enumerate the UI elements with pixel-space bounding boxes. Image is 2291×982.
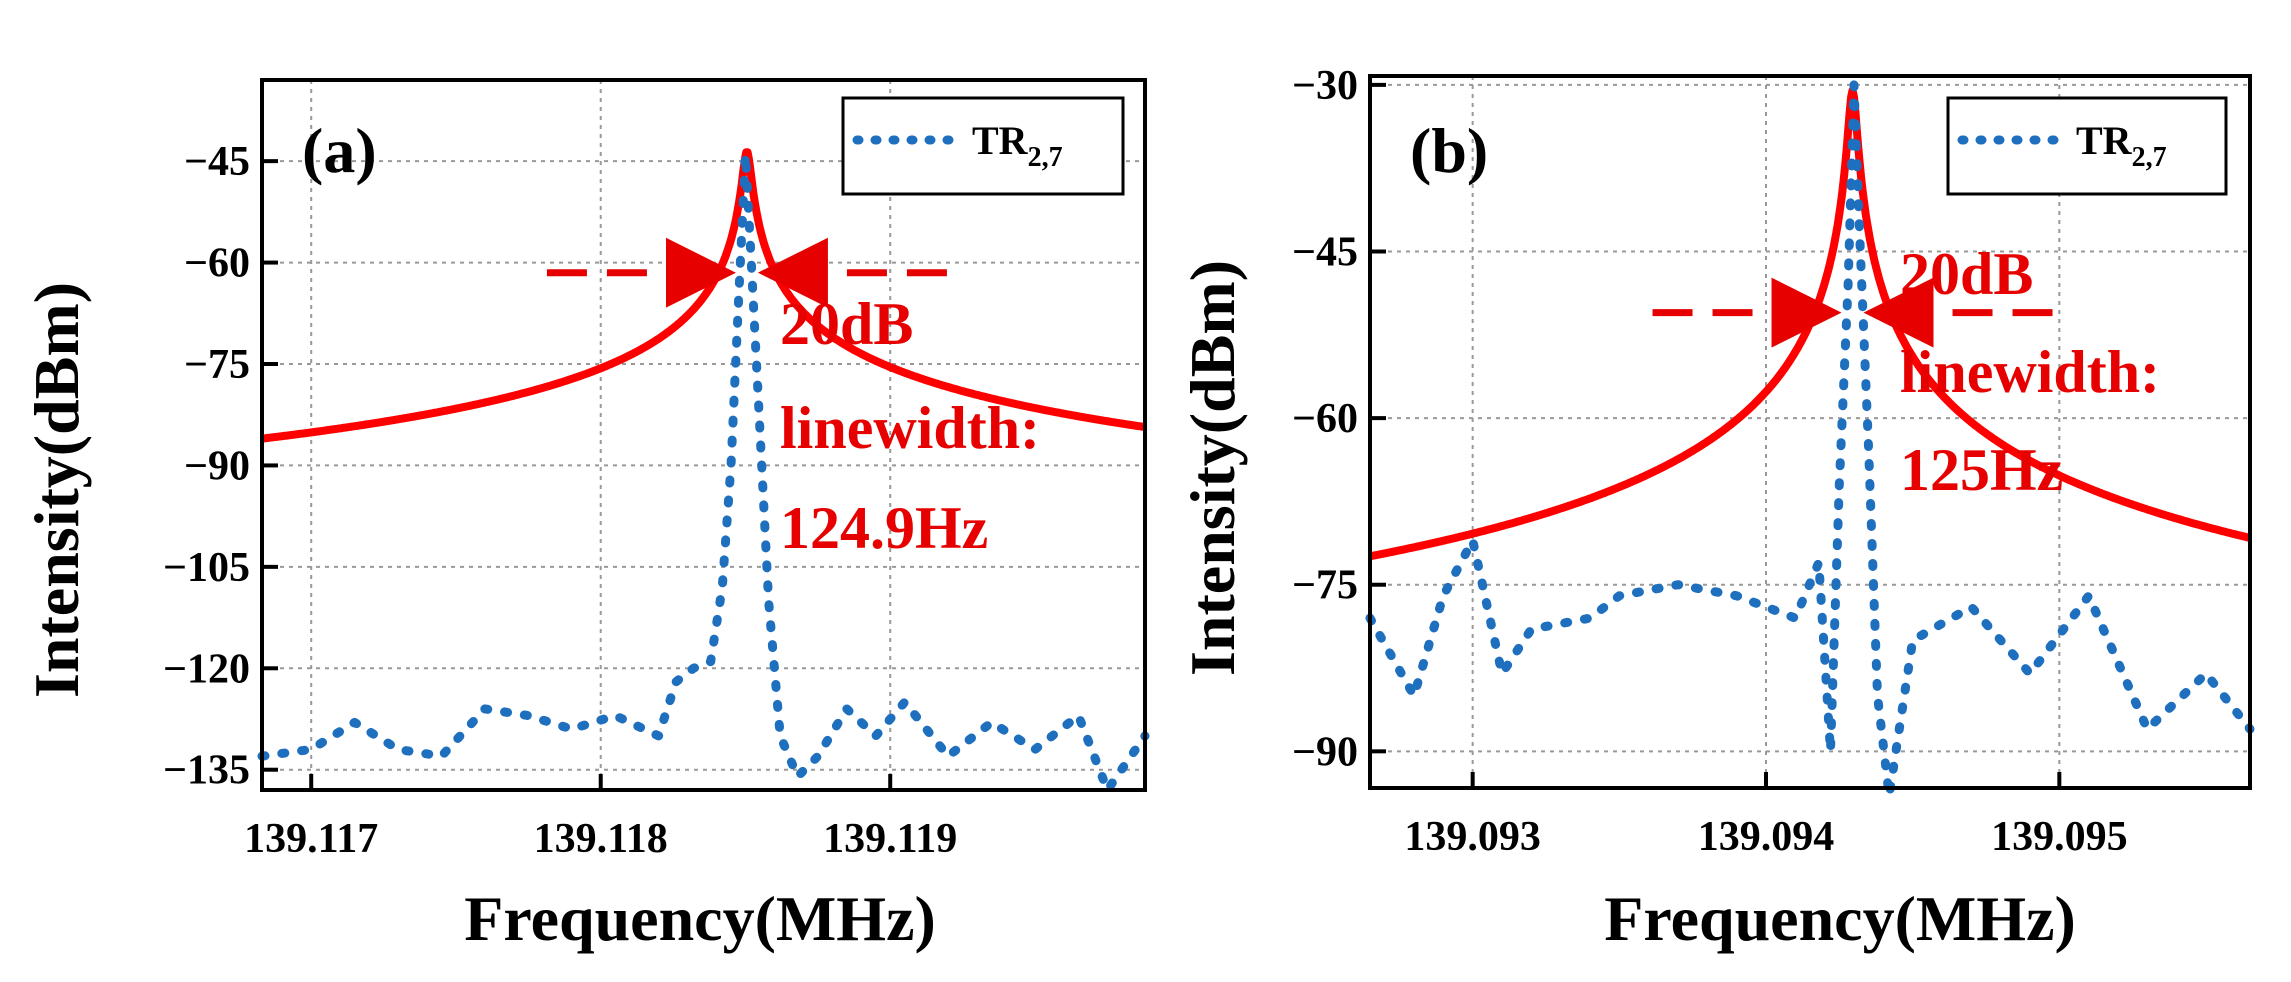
panel-a-x-tick-label: 139.117: [244, 816, 378, 862]
panel-b-tick-labels: 139.093 139.094 139.095 −30 −45 −60 −75 −90: [1292, 63, 2128, 860]
panel-b-ticks: [1370, 82, 2062, 788]
panel-b-legend: TR2,7: [1946, 96, 2228, 196]
panel-a-data-polyline: [257, 149, 1150, 795]
panel-b-annotation-line-2: linewidth:: [1900, 339, 2160, 405]
svg-text:TR2,7: TR2,7: [2076, 118, 2167, 173]
panel-b-label: (b): [1410, 115, 1488, 186]
panel-b-data-series: [1365, 80, 2255, 801]
panel-b-y-tick-label: −45: [1292, 230, 1358, 276]
panel-a-y-tick-label: −60: [184, 241, 250, 287]
panel-b-plot-frame: [1368, 74, 2252, 790]
panel-b: 139.093 139.094 139.095 −30 −45 −60 −75 −90 (b)…: [1177, 63, 2255, 954]
panel-a: 139.117 139.118 139.119 −45 −60 −75 −90 −105 −12…: [21, 78, 1150, 954]
panel-a-plot-frame: [260, 78, 1147, 792]
panel-b-x-tick-label: 139.093: [1404, 814, 1541, 860]
panel-b-y-tick-label: −90: [1292, 729, 1358, 775]
panel-a-legend-box: [841, 96, 1125, 196]
panel-a-label: (a): [302, 115, 377, 186]
panel-a-annotation-line-3: 124.9Hz: [780, 495, 988, 561]
panel-a-x-tick-label: 139.118: [534, 816, 668, 862]
panel-a-tick-labels: 139.117 139.118 139.119 −45 −60 −75 −90 −105 −12…: [163, 139, 957, 862]
panel-b-y-tick-label: −75: [1292, 563, 1358, 609]
panel-a-y-tick-label: −120: [163, 646, 250, 692]
panel-a-y-tick-label: −90: [184, 443, 250, 489]
panel-a-annotation-line-2: linewidth:: [780, 395, 1040, 461]
panel-b-legend-label: TR: [2076, 118, 2133, 163]
panel-a-legend-subscript: 2,7: [1028, 142, 1063, 173]
panel-a-y-axis-title: Intensity(dBm): [21, 282, 92, 698]
panel-a-legend-label: TR: [972, 118, 1029, 163]
panel-b-y-tick-label: −60: [1292, 396, 1358, 442]
panel-a-y-tick-label: −45: [184, 139, 250, 185]
panel-b-y-axis-title: Intensity(dBm): [1177, 260, 1248, 676]
panel-a-annotation-line-1: 20dB: [780, 291, 913, 357]
panel-a-legend: TR2,7: [841, 96, 1125, 196]
panel-b-legend-subscript: 2,7: [2132, 142, 2167, 173]
panel-a-data-series: [257, 149, 1150, 795]
panel-a-y-tick-label: −105: [163, 545, 250, 591]
svg-text:TR2,7: TR2,7: [972, 118, 1063, 173]
panel-b-annotation-line-1: 20dB: [1900, 241, 2033, 307]
panel-b-x-tick-label: 139.094: [1698, 814, 1835, 860]
panel-a-y-tick-label: −75: [184, 342, 250, 388]
panel-a-y-tick-label: −135: [163, 748, 250, 794]
panel-b-legend-box: [1946, 96, 2228, 196]
panel-a-ticks: [262, 159, 893, 790]
panel-b-x-axis-title: Frequency(MHz): [1604, 883, 2076, 954]
panel-b-annotation-line-3: 125Hz: [1900, 437, 2063, 503]
panel-b-data-polyline: [1365, 80, 2255, 801]
panel-a-x-tick-label: 139.119: [823, 816, 957, 862]
panel-a-x-axis-title: Frequency(MHz): [464, 883, 936, 954]
panel-b-x-tick-label: 139.095: [1991, 814, 2128, 860]
panel-b-y-tick-label: −30: [1292, 63, 1358, 109]
